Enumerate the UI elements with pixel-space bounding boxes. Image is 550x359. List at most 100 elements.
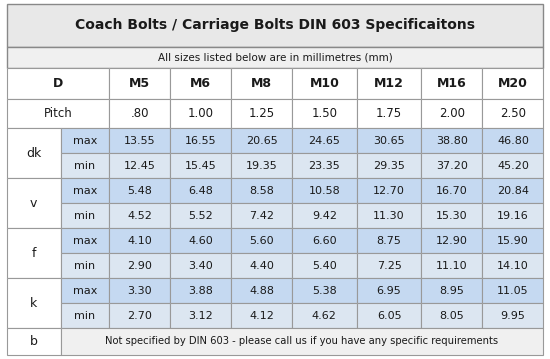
Bar [421,129,482,153]
Bar [292,178,357,203]
Text: 4.62: 4.62 [312,311,337,321]
Bar [7,328,60,355]
Text: 29.35: 29.35 [373,161,405,171]
Bar [109,303,170,328]
Bar [60,328,543,355]
Bar [231,99,292,129]
Bar [482,68,543,99]
Text: .80: .80 [130,107,149,120]
Bar [7,278,60,328]
Bar [7,4,543,47]
Bar [357,303,421,328]
Text: M8: M8 [251,77,272,90]
Text: max: max [73,136,97,146]
Bar [292,253,357,278]
Bar [7,99,109,129]
Bar [231,303,292,328]
Text: M10: M10 [310,77,339,90]
Bar [421,153,482,178]
Bar [170,253,231,278]
Bar [292,153,357,178]
Bar [170,178,231,203]
Bar [482,153,543,178]
Text: 2.90: 2.90 [127,261,152,271]
Text: max: max [73,236,97,246]
Text: 15.30: 15.30 [436,211,468,221]
Text: 20.84: 20.84 [497,186,529,196]
Bar [7,228,60,278]
Text: 5.60: 5.60 [249,236,274,246]
Text: 3.12: 3.12 [188,311,213,321]
Text: 12.45: 12.45 [124,161,156,171]
Text: 23.35: 23.35 [309,161,340,171]
Text: 12.90: 12.90 [436,236,468,246]
Text: Pitch: Pitch [43,107,72,120]
Bar [7,129,60,178]
Text: 7.42: 7.42 [249,211,274,221]
Bar [109,129,170,153]
Text: max: max [73,286,97,296]
Text: 20.65: 20.65 [246,136,277,146]
Text: 2.70: 2.70 [127,311,152,321]
Bar [421,253,482,278]
Bar [482,129,543,153]
Bar [7,47,543,68]
Bar [231,253,292,278]
Bar [357,129,421,153]
Bar [421,303,482,328]
Bar [231,178,292,203]
Bar [482,129,543,153]
Text: M5: M5 [129,77,150,90]
Text: M12: M12 [374,77,404,90]
Bar [7,178,60,228]
Text: 4.52: 4.52 [127,211,152,221]
Text: min: min [74,211,95,221]
Bar [60,303,109,328]
Text: 6.05: 6.05 [377,311,402,321]
Bar [60,328,543,355]
Bar [292,253,357,278]
Bar [60,253,109,278]
Bar [170,203,231,228]
Bar [109,303,170,328]
Text: 6.60: 6.60 [312,236,337,246]
Bar [109,253,170,278]
Text: 10.58: 10.58 [309,186,340,196]
Bar [7,129,60,178]
Bar [109,153,170,178]
Bar [357,68,421,99]
Text: All sizes listed below are in millimetres (mm): All sizes listed below are in millimetre… [158,52,392,62]
Text: 8.58: 8.58 [249,186,274,196]
Text: 12.70: 12.70 [373,186,405,196]
Bar [357,278,421,303]
Bar [482,278,543,303]
Bar [109,68,170,99]
Bar [170,178,231,203]
Bar [60,178,109,203]
Bar [421,303,482,328]
Text: 37.20: 37.20 [436,161,468,171]
Bar [60,203,109,228]
Bar [357,203,421,228]
Text: 6.48: 6.48 [188,186,213,196]
Text: 6.95: 6.95 [377,286,402,296]
Text: 5.38: 5.38 [312,286,337,296]
Text: 3.30: 3.30 [127,286,152,296]
Bar [231,228,292,253]
Bar [231,203,292,228]
Bar [170,153,231,178]
Bar [109,99,170,129]
Bar [292,68,357,99]
Bar [482,153,543,178]
Bar [60,303,109,328]
Bar [7,328,60,355]
Bar [231,178,292,203]
Bar [7,4,543,47]
Bar [170,303,231,328]
Bar [7,47,543,68]
Bar [482,68,543,99]
Text: 2.00: 2.00 [439,107,465,120]
Bar [60,153,109,178]
Text: min: min [74,161,95,171]
Bar [357,153,421,178]
